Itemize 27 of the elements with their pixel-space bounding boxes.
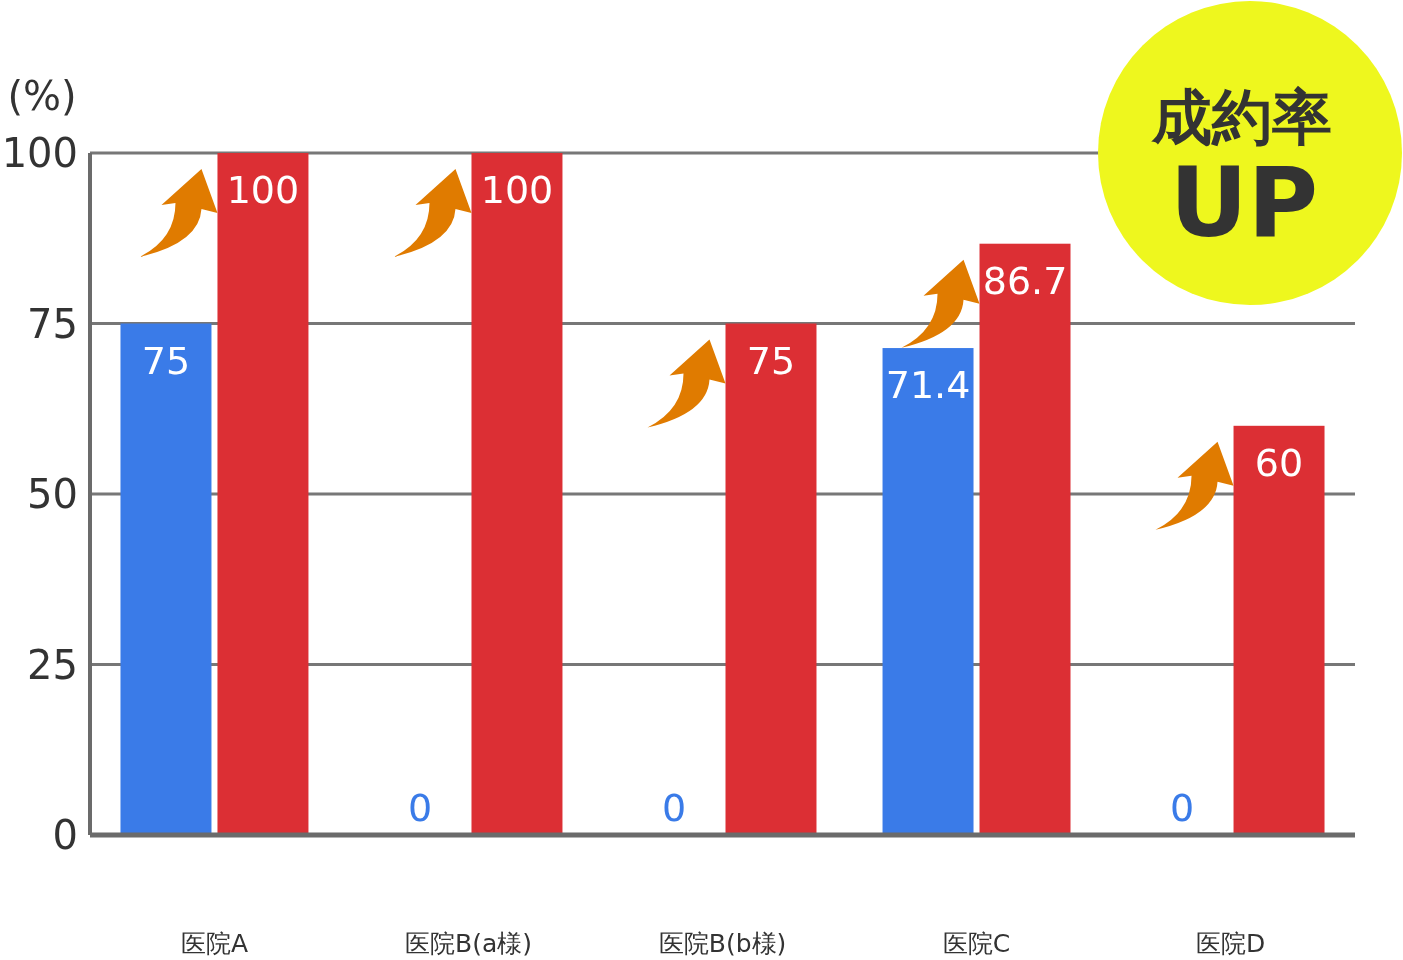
x-tick-label: 医院C xyxy=(942,929,1011,958)
y-tick-label: 25 xyxy=(27,641,78,688)
bar xyxy=(979,243,1071,835)
bar xyxy=(725,323,817,835)
data-label: 100 xyxy=(480,168,554,212)
x-tick-label: 医院B(b様) xyxy=(658,929,787,958)
x-tick-label: 医院B(a様) xyxy=(404,929,532,958)
x-tick-label: 医院A xyxy=(180,929,249,958)
y-tick-label: 75 xyxy=(27,300,78,347)
data-label: 71.4 xyxy=(885,363,971,408)
data-label: 75 xyxy=(746,338,796,383)
data-label: 100 xyxy=(226,168,300,212)
data-label: 0 xyxy=(1169,786,1195,830)
data-label: 0 xyxy=(661,786,687,830)
y-tick-label: 100 xyxy=(1,130,78,176)
bar xyxy=(217,153,309,835)
y-tick-label: 0 xyxy=(52,812,78,858)
bar xyxy=(1233,425,1325,835)
data-label: 86.7 xyxy=(982,258,1068,303)
x-tick-label: 医院D xyxy=(1195,929,1266,958)
data-label: 0 xyxy=(407,786,433,830)
bar xyxy=(120,323,212,835)
y-tick-label: 50 xyxy=(27,471,78,517)
bar xyxy=(471,153,563,835)
data-label: 75 xyxy=(141,338,191,383)
y-axis-title: (%) xyxy=(7,73,77,119)
data-label: 60 xyxy=(1254,440,1304,485)
